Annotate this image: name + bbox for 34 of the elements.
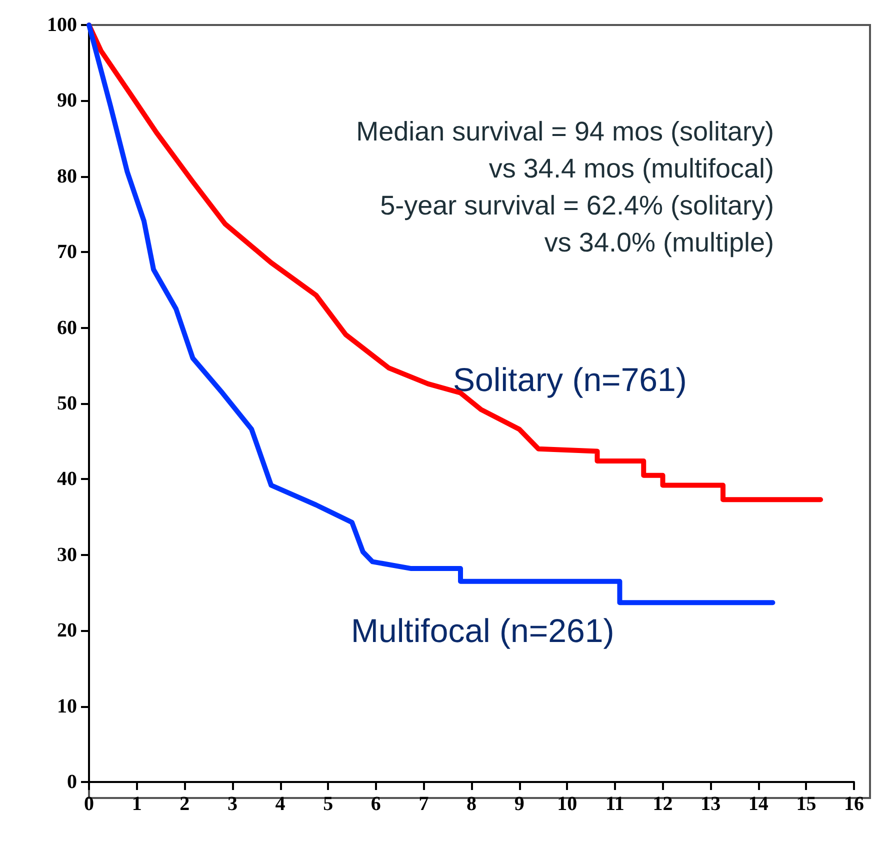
series-label: Multifocal (n=261)	[351, 612, 614, 649]
x-tick-label: 0	[84, 793, 94, 815]
annotation: 5-year survival = 62.4% (solitary)	[380, 190, 774, 220]
y-tick-label: 90	[57, 90, 77, 112]
annotation: vs 34.0% (multiple)	[544, 228, 774, 258]
x-tick-label: 8	[466, 793, 476, 815]
x-tick-label: 7	[418, 793, 429, 815]
x-tick-label: 10	[557, 793, 578, 815]
y-tick-label: 70	[57, 241, 77, 264]
x-tick-label: 14	[748, 793, 768, 815]
x-tick-label: 6	[370, 793, 381, 815]
x-tick-label: 3	[227, 793, 238, 815]
y-tick-label: 0	[67, 771, 77, 793]
x-tick-label: 9	[514, 793, 524, 815]
y-tick-label: 60	[57, 316, 77, 339]
y-tick-label: 80	[57, 165, 77, 188]
y-tick-label: 30	[57, 544, 77, 566]
y-tick-label: 10	[57, 695, 77, 718]
y-tick-label: 100	[47, 14, 77, 36]
x-tick-label: 2	[180, 793, 190, 815]
x-tick-label: 1	[132, 793, 142, 815]
y-tick-label: 40	[57, 468, 77, 490]
x-tick-label: 12	[652, 793, 673, 815]
x-tick-label: 13	[700, 793, 721, 815]
y-tick-label: 50	[57, 392, 77, 414]
x-tick-label: 16	[844, 793, 864, 815]
series-label: Solitary (n=761)	[453, 361, 687, 398]
x-tick-label: 15	[796, 793, 816, 815]
y-tick-label: 20	[57, 620, 77, 642]
x-tick-label: 4	[275, 793, 286, 815]
annotation: vs 34.4 mos (multifocal)	[488, 154, 774, 184]
x-tick-label: 11	[605, 793, 624, 815]
x-tick-label: 5	[323, 793, 334, 815]
annotation: Median survival = 94 mos (solitary)	[356, 116, 774, 146]
